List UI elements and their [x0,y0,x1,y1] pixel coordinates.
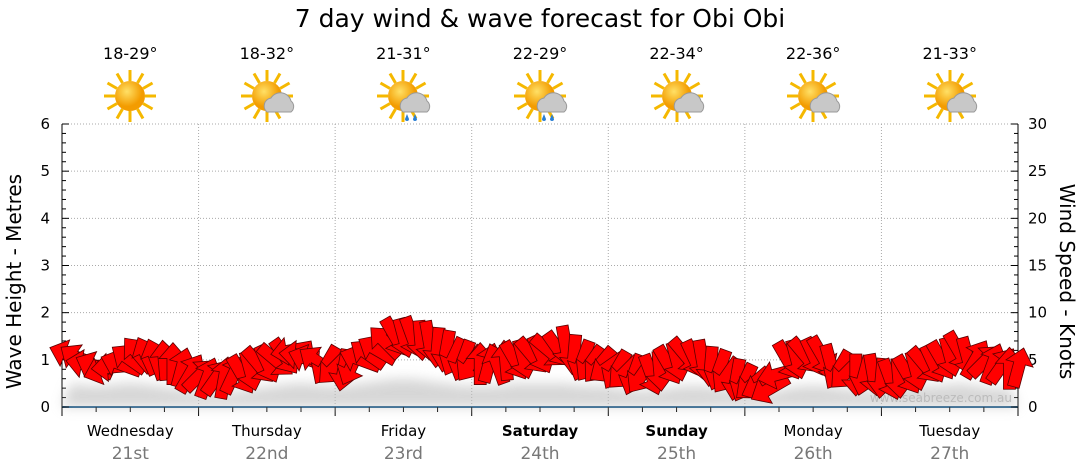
y2-tick-label: 10 [1028,304,1047,322]
y2-tick-label: 25 [1028,162,1047,180]
y-tick-label: 1 [40,351,50,369]
temperature-range: 22-36° [785,44,841,63]
partly-cloudy-icon [920,66,980,126]
y-tick-label: 6 [40,115,50,133]
y2-tick-label: 15 [1028,257,1047,275]
partly-cloudy-icon [783,66,843,126]
y-tick-label: 0 [40,398,50,416]
day-label: Wednesday [87,422,174,440]
wind-arrow [1005,347,1034,389]
watermark: www.seabreeze.com.au [870,391,1012,405]
day-label: Monday [784,422,843,440]
day-label: Friday [381,422,427,440]
date-label: 21st [112,444,149,464]
y2-tick-label: 30 [1028,115,1047,133]
partly-cloudy-icon [647,66,707,126]
date-label: 26th [794,444,833,464]
partly-cloudy-icon [237,66,297,126]
chart-title: 7 day wind & wave forecast for Obi Obi [294,4,786,33]
y-tick-label: 2 [40,304,50,322]
showers-icon [510,66,570,126]
wave-height-area [62,378,1018,407]
temperature-range: 21-31° [376,44,431,63]
day-label: Tuesday [918,422,980,440]
temperature-range: 21-33° [922,44,977,63]
day-label: Thursday [231,422,302,440]
y-axis-label: Wave Height - Metres [2,174,26,389]
temperature-range: 18-32° [239,44,295,63]
day-label: Sunday [645,422,708,440]
y-tick-label: 4 [40,209,50,227]
date-label: 23rd [384,444,423,464]
date-label: 24th [520,444,559,464]
sunny-icon [100,66,160,126]
temperature-range: 22-34° [649,44,704,63]
day-label: Saturday [502,422,579,440]
temperature-range: 22-29° [512,44,568,63]
y-tick-label: 5 [40,162,50,180]
date-label: 25th [657,444,696,464]
y-tick-label: 3 [40,257,50,275]
temperature-range: 18-29° [103,44,158,63]
date-label: 27th [930,444,969,464]
y2-tick-label: 0 [1028,398,1038,416]
date-label: 22nd [245,444,288,464]
y2-axis-label: Wind Speed - Knots [1055,184,1079,380]
y2-tick-label: 20 [1028,209,1047,227]
showers-icon [373,66,433,126]
y2-tick-label: 5 [1028,351,1038,369]
